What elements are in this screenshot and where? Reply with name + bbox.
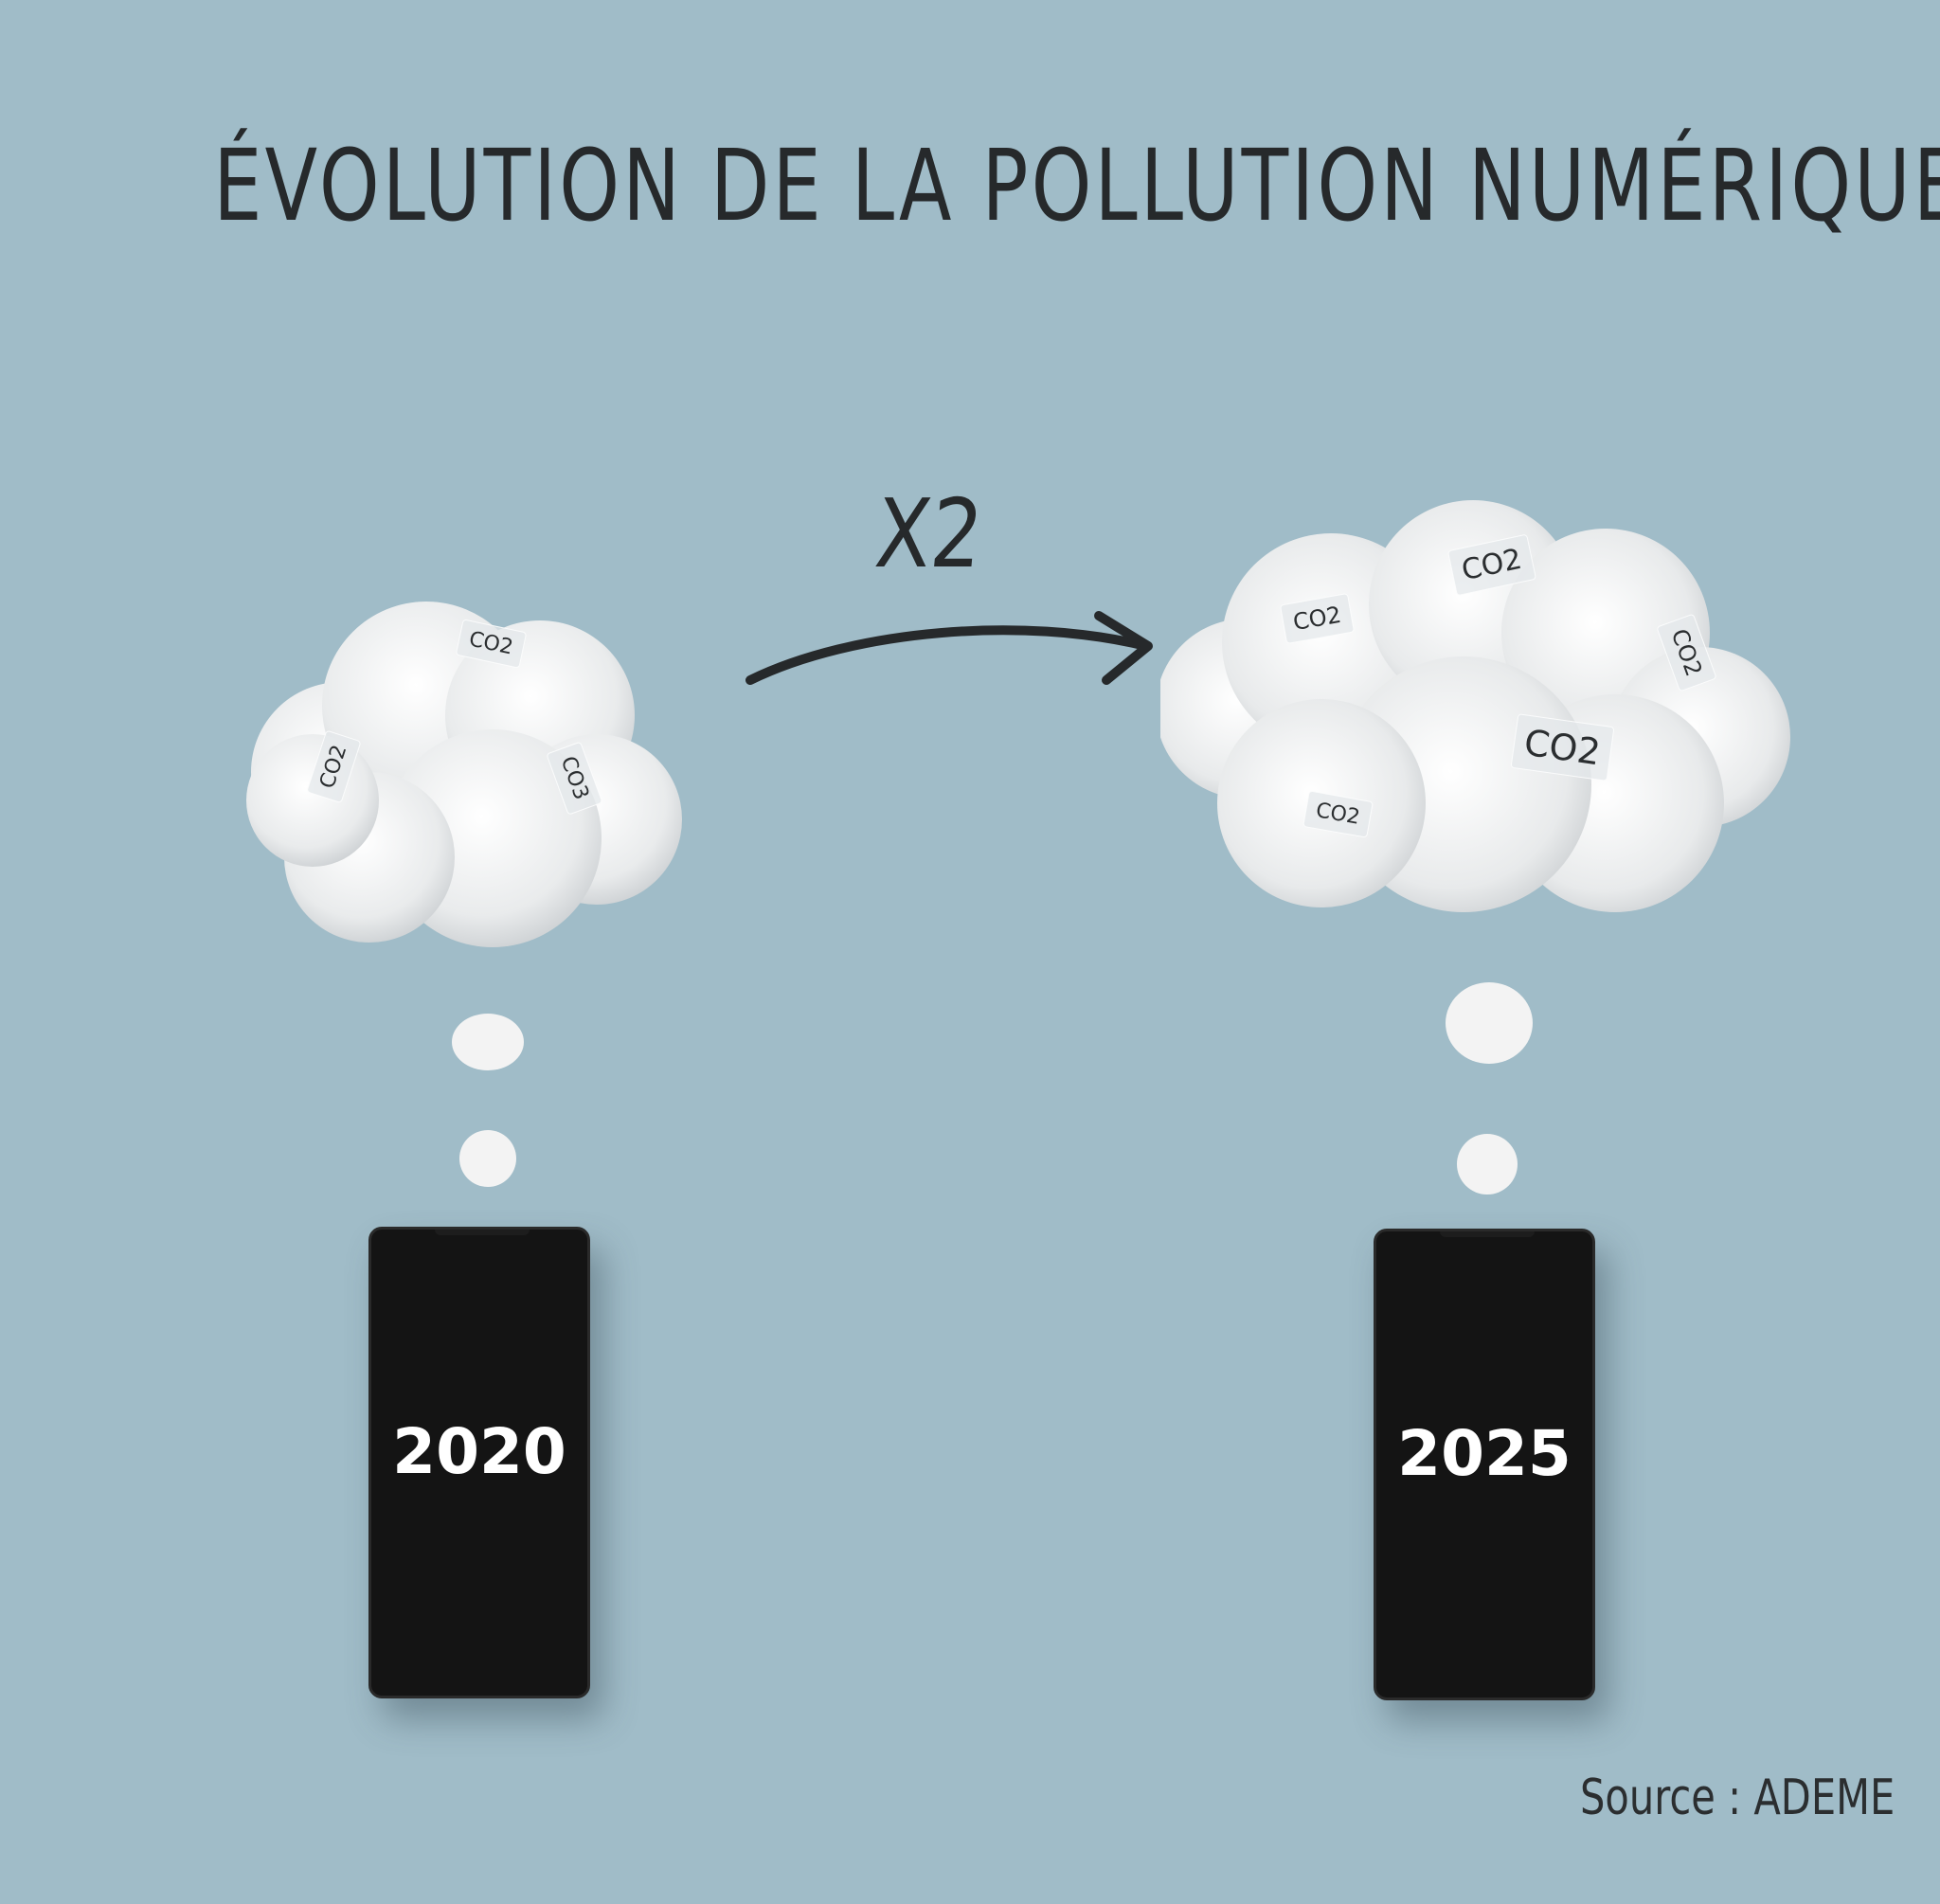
puff-icon	[1446, 982, 1533, 1064]
phone-notch	[435, 1230, 530, 1235]
page-title: ÉVOLUTION DE LA POLLUTION NUMÉRIQUE	[213, 128, 1940, 243]
arrow-icon	[745, 611, 1153, 685]
cloud-icon	[1160, 500, 1790, 912]
puff-icon	[1457, 1134, 1518, 1194]
phone-notch	[1440, 1231, 1535, 1237]
year-label: 2025	[1397, 1417, 1572, 1490]
puff-icon	[459, 1130, 516, 1187]
smartphone-icon: 2025	[1374, 1229, 1595, 1700]
puff-icon	[452, 1014, 524, 1070]
source-label: Source : ADEME	[1580, 1769, 1895, 1826]
multiplier-label: X2	[871, 478, 988, 589]
year-label: 2020	[392, 1415, 566, 1488]
smartphone-icon: 2020	[368, 1227, 590, 1698]
